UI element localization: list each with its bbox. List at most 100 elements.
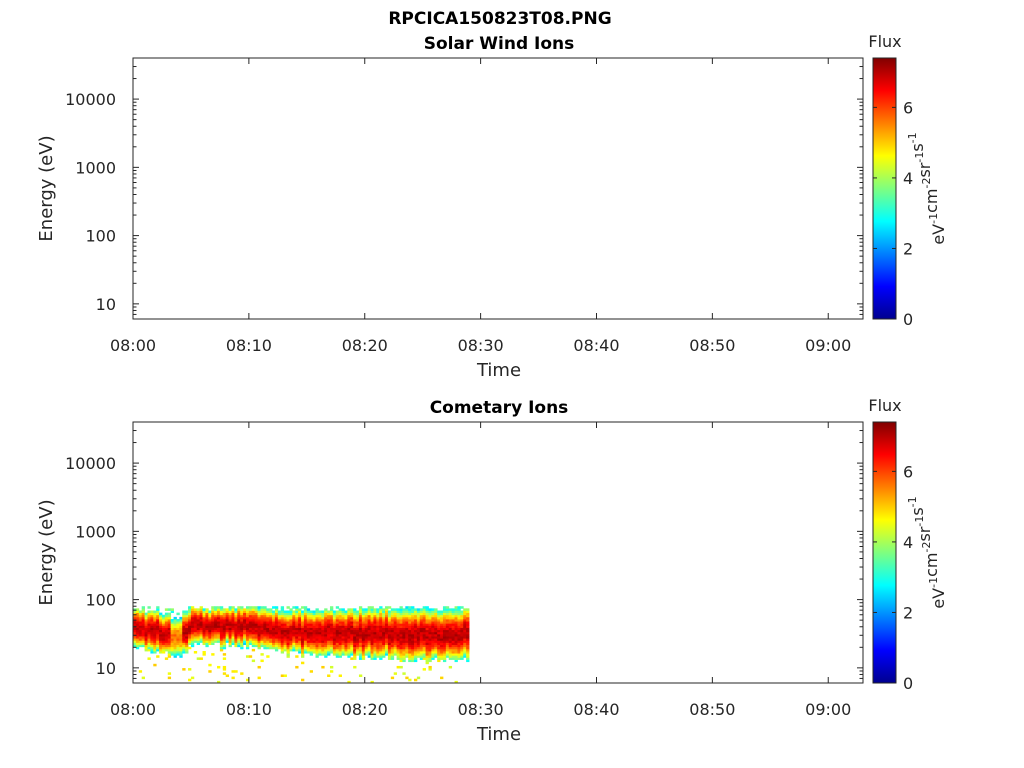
heatmap-cell <box>190 610 195 614</box>
heatmap-cell <box>408 648 412 652</box>
heatmap-cell <box>156 619 160 622</box>
x-axis-label: Time <box>476 724 521 745</box>
heatmap-cell <box>196 640 201 643</box>
heatmap-cell <box>387 644 392 648</box>
heatmap-cell <box>135 623 140 626</box>
heatmap-cell <box>350 638 354 641</box>
heatmap-cell <box>225 674 229 677</box>
heatmap-cell <box>301 638 305 641</box>
heatmap-cell <box>263 616 267 620</box>
heatmap-cell <box>413 610 418 614</box>
heatmap-cell <box>457 608 461 611</box>
heatmap-cell <box>245 619 250 622</box>
heatmap-cell <box>440 619 444 622</box>
heatmap-cell <box>329 612 334 616</box>
heatmap-cell <box>248 612 253 616</box>
heatmap-cell <box>393 640 398 643</box>
heatmap-cell <box>338 608 342 611</box>
heatmap-cell <box>448 644 453 648</box>
heatmap-cell <box>245 644 250 648</box>
heatmap-cell <box>408 627 412 631</box>
heatmap-cell <box>379 616 383 620</box>
heatmap-cell <box>347 638 351 641</box>
heatmap-cell <box>164 621 169 624</box>
heatmap-cell <box>231 631 235 635</box>
heatmap-cell <box>440 638 444 641</box>
heatmap-cell <box>289 646 293 650</box>
heatmap-cell <box>457 646 461 650</box>
heatmap-cell <box>411 638 415 641</box>
heatmap-cell <box>182 623 186 626</box>
heatmap-cell <box>306 629 311 633</box>
heatmap-cell <box>425 614 429 618</box>
heatmap-cell <box>327 619 331 622</box>
y-tick-label: 100 <box>85 227 116 246</box>
heatmap-cell <box>231 642 235 646</box>
heatmap-cell <box>309 625 314 628</box>
heatmap-cell <box>341 631 345 635</box>
heatmap-cell <box>332 633 337 637</box>
heatmap-cell <box>260 610 264 614</box>
heatmap-cell <box>199 633 203 637</box>
heatmap-cell <box>413 619 418 622</box>
heatmap-cell <box>373 612 377 616</box>
heatmap-cell <box>408 651 412 654</box>
heatmap-cell <box>376 648 380 652</box>
heatmap-cell <box>135 627 140 631</box>
heatmap-cell <box>367 653 371 656</box>
heatmap-cell <box>451 631 455 635</box>
heatmap-cell <box>298 623 302 626</box>
heatmap-cell <box>466 631 470 635</box>
heatmap-cell <box>144 627 148 631</box>
heatmap-cell <box>329 619 334 622</box>
heatmap-cell <box>309 642 314 646</box>
heatmap-cell <box>431 642 435 646</box>
heatmap-cell <box>182 668 186 671</box>
heatmap-cell <box>393 644 398 648</box>
heatmap-cell <box>419 623 424 626</box>
heatmap-cell <box>324 640 328 643</box>
heatmap-cell <box>280 646 285 650</box>
heatmap-cell <box>466 642 470 646</box>
heatmap-cell <box>376 625 380 628</box>
heatmap-cell <box>286 627 290 631</box>
heatmap-cell <box>428 616 432 620</box>
heatmap-cell <box>419 621 424 624</box>
heatmap-cell <box>431 648 435 652</box>
heatmap-cell <box>463 655 467 658</box>
heatmap-cell <box>199 636 203 639</box>
heatmap-cell <box>431 657 435 660</box>
heatmap-cell <box>440 651 444 654</box>
heatmap-cell <box>387 623 392 626</box>
heatmap-cell <box>437 644 441 648</box>
heatmap-cell <box>234 638 238 641</box>
heatmap-cell <box>298 640 302 643</box>
heatmap-cell <box>437 623 441 626</box>
heatmap-cell <box>411 616 415 620</box>
heatmap-cell <box>159 648 163 652</box>
heatmap-cell <box>298 651 302 654</box>
heatmap-cell <box>211 640 215 643</box>
heatmap-cell <box>402 627 406 631</box>
heatmap-cell <box>324 642 328 646</box>
heatmap-cell <box>318 616 322 620</box>
heatmap-cell <box>411 640 415 643</box>
heatmap-cell <box>303 644 308 648</box>
heatmap-cell <box>442 610 447 614</box>
heatmap-cell <box>138 640 143 643</box>
heatmap-cell <box>382 614 386 618</box>
heatmap-cell <box>399 623 403 626</box>
heatmap-cell <box>303 648 308 652</box>
heatmap-cell <box>153 636 157 639</box>
heatmap-cell <box>208 616 212 620</box>
heatmap-cell <box>387 627 392 631</box>
heatmap-cell <box>217 629 221 633</box>
heatmap-cell <box>402 640 406 643</box>
heatmap-cell <box>173 644 177 648</box>
heatmap-cell <box>144 646 148 650</box>
heatmap-cell <box>422 640 426 643</box>
heatmap-cell <box>179 631 183 635</box>
heatmap-cell <box>205 629 209 633</box>
heatmap-cell <box>237 627 241 631</box>
heatmap-cell <box>176 623 180 626</box>
